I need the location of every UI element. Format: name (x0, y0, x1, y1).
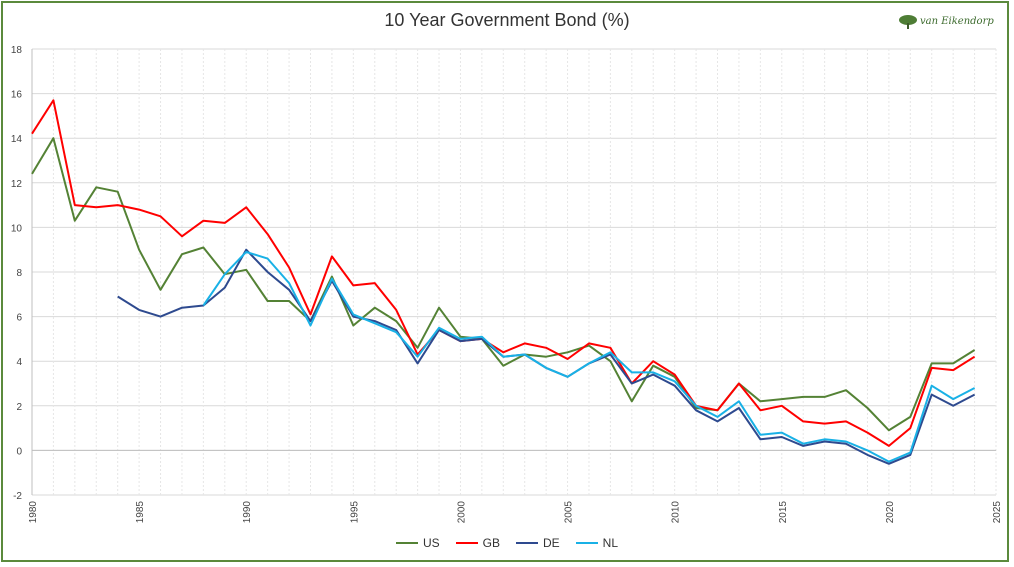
logo: van Eikendorp (898, 14, 998, 34)
legend-item-de: DE (516, 536, 560, 550)
x-tick-label: 1985 (135, 501, 146, 524)
y-tick-label: 4 (16, 357, 22, 368)
legend-label: NL (602, 536, 619, 550)
y-tick-label: 14 (11, 134, 23, 145)
logo-text: van Eikendorp (920, 16, 994, 27)
tree-icon (899, 15, 917, 29)
x-tick-label: 2005 (564, 501, 575, 524)
legend: US GB DE NL (0, 536, 1014, 550)
y-axis-tick-labels: -2 0 2 4 6 8 10 12 14 16 18 (11, 45, 23, 502)
legend-item-nl: NL (575, 536, 619, 550)
series-lines (31, 99, 976, 465)
y-tick-label: 8 (16, 268, 22, 279)
chart-title: 10 Year Government Bond (%) (384, 10, 630, 30)
x-tick-label: 2010 (671, 501, 682, 524)
y-tick-label: 2 (16, 402, 22, 413)
y-tick-label: 0 (16, 446, 22, 457)
y-tick-label: 6 (16, 313, 22, 324)
x-tick-label: 2000 (456, 501, 467, 524)
y-tick-label: 18 (11, 45, 23, 56)
x-tick-label: 1990 (242, 501, 253, 524)
axes (31, 49, 996, 495)
legend-label: DE (543, 536, 560, 550)
legend-swatch (575, 542, 598, 544)
legend-label: US (422, 536, 440, 550)
legend-label: GB (482, 536, 500, 550)
y-tick-label: 10 (11, 223, 23, 234)
legend-swatch (516, 542, 538, 544)
y-tick-label: 16 (11, 90, 23, 101)
y-tick-label: 12 (11, 179, 23, 190)
legend-swatch (395, 542, 418, 544)
y-tick-label: -2 (13, 491, 22, 502)
x-tick-label: 2020 (885, 501, 896, 524)
x-tick-label: 2025 (992, 501, 1003, 524)
x-tick-label: 2015 (778, 501, 789, 524)
x-tick-label: 1995 (349, 501, 360, 524)
x-tick-label: 1980 (28, 501, 39, 524)
x-axis-tick-labels: 1980 1985 1990 1995 2000 2005 2010 2015 2020 2025 (28, 501, 1003, 524)
grid (31, 48, 997, 496)
legend-item-gb: GB (455, 536, 500, 550)
legend-swatch (455, 542, 478, 544)
legend-item-us: US (395, 536, 440, 550)
